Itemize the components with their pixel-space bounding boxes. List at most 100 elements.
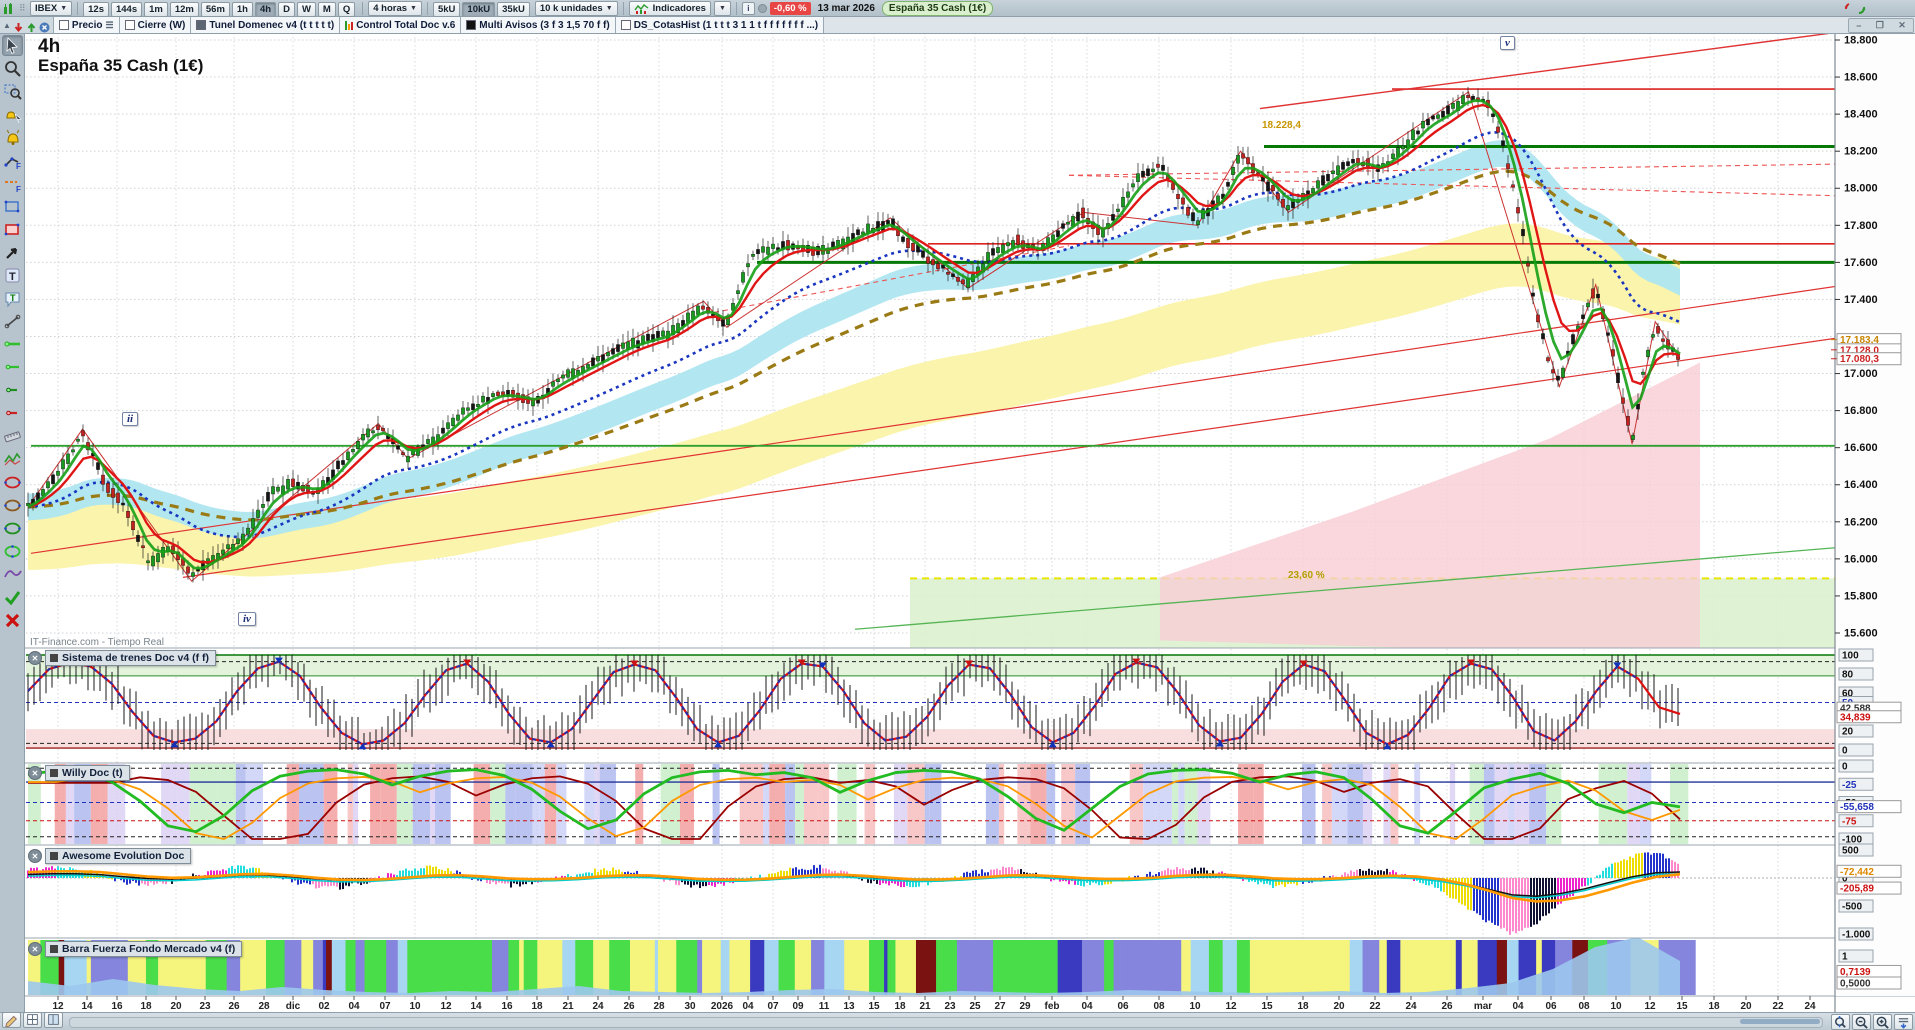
draw-icon[interactable] — [2, 1011, 21, 1028]
arrow-icon[interactable] — [2, 242, 23, 263]
panel-close-icon[interactable]: ✕ — [28, 942, 42, 956]
wave-label-ii[interactable]: ii — [122, 412, 139, 426]
indicators-button[interactable]: Indicadores — [628, 0, 711, 16]
unit-button-35kU[interactable]: 35kU — [497, 2, 530, 17]
unit-button-10kU[interactable]: 10kU — [462, 2, 496, 17]
svg-text:100: 100 — [1842, 651, 1859, 662]
alert-bell-icon[interactable] — [2, 127, 23, 148]
refresh-icon[interactable] — [1843, 1, 1869, 21]
tabs-list: Precio ☰ Cierre (W) Tunel Domenec v4 (t t t… — [53, 17, 825, 33]
indicator-icon — [634, 3, 649, 14]
close-all-icon[interactable] — [39, 20, 50, 32]
layout-icon[interactable] — [44, 1011, 63, 1028]
zoom-icon[interactable] — [2, 58, 23, 79]
timeframe-button-D[interactable]: D — [278, 2, 295, 17]
timeframe-button-12m[interactable]: 12m — [169, 2, 199, 17]
timeframe-button-56m[interactable]: 56m — [200, 2, 230, 17]
units-dropdown[interactable]: 10 k unidades ▼ — [534, 0, 618, 16]
hline-green-icon[interactable] — [2, 357, 23, 378]
horizontal-scrollbar[interactable] — [69, 1016, 1823, 1028]
svg-text:17.400: 17.400 — [1844, 294, 1878, 306]
scrollbar-thumb[interactable] — [1740, 1018, 1820, 1024]
indicator-tab-3[interactable]: Control Total Doc v.6 — [340, 17, 462, 33]
panel-close-icon[interactable]: ✕ — [28, 849, 42, 863]
check-icon[interactable] — [2, 587, 23, 608]
hline-green-long-icon[interactable] — [2, 334, 23, 355]
ellipse-green-icon[interactable] — [2, 518, 23, 539]
trend-alert-icon[interactable]: F — [2, 150, 23, 171]
indicators-caret-button[interactable]: ▼ — [713, 0, 731, 16]
tab-checkbox[interactable] — [196, 20, 207, 30]
arrow-down-icon[interactable] — [13, 20, 24, 32]
toolbar-grip[interactable]: ⠿ — [19, 3, 26, 13]
level-alert-icon[interactable]: F — [2, 173, 23, 194]
hline-green-short-icon[interactable] — [2, 380, 23, 401]
note-icon[interactable]: T — [2, 288, 23, 309]
panel-title[interactable]: Barra Fuerza Fondo Mercado v4 (f) — [45, 941, 243, 957]
cursor-icon[interactable] — [1, 35, 23, 56]
instrument-dropdown[interactable]: IBEX ▼ — [30, 0, 73, 16]
zone-blue-icon[interactable] — [2, 196, 23, 217]
panel-title[interactable]: Willy Doc (t) — [45, 765, 130, 781]
grid-icon[interactable] — [23, 1011, 42, 1028]
indicator-icon[interactable] — [2, 449, 23, 470]
zoom-in-icon[interactable] — [1873, 1014, 1892, 1030]
panel-title[interactable]: Sistema de trenes Doc v4 (f f) — [45, 650, 217, 666]
collapse-icon[interactable] — [1894, 1014, 1913, 1030]
timeframe-button-4h[interactable]: 4h — [254, 2, 277, 17]
arrow-up-icon[interactable] — [26, 20, 37, 32]
zoom-out-icon[interactable] — [1852, 1014, 1871, 1030]
list-icon[interactable]: ☰ — [105, 19, 114, 30]
bottom-bar — [0, 1011, 1915, 1030]
tabs-controls: ▲ — [0, 17, 54, 33]
wave-tool-icon[interactable] — [2, 564, 23, 585]
wave-label-iv[interactable]: iv — [238, 612, 256, 626]
timeframe-dropdown[interactable]: 4 horas ▼ — [368, 0, 422, 16]
zoom-fit-icon[interactable] — [1831, 1014, 1850, 1030]
close-button[interactable]: ✕ — [1898, 20, 1906, 30]
indicator-tab-2[interactable]: Tunel Domenec v4 (t t t t t) — [191, 17, 341, 33]
ellipse-brown-icon[interactable] — [2, 495, 23, 516]
hline-red-icon[interactable] — [2, 403, 23, 424]
tab-checkbox[interactable] — [466, 20, 477, 30]
alert-pointer-icon[interactable] — [2, 104, 23, 125]
indicator-tab-4[interactable]: Multi Avisos (3 f 3 1,5 70 f f) — [461, 17, 616, 33]
ellipse-red-icon[interactable] — [2, 472, 23, 493]
zone-red-icon[interactable] — [2, 219, 23, 240]
restore-button[interactable]: ❐ — [1875, 20, 1884, 30]
timeframe-button-1h[interactable]: 1h — [231, 2, 253, 17]
unit-button-5kU[interactable]: 5kU — [432, 2, 461, 17]
timeframe-button-W[interactable]: W — [296, 2, 316, 17]
panel-close-icon[interactable]: ✕ — [28, 651, 42, 665]
delete-icon[interactable] — [2, 610, 23, 631]
minimize-button[interactable]: − — [1856, 20, 1862, 31]
svg-text:16: 16 — [111, 1001, 123, 1012]
instrument-pill[interactable]: España 35 Cash (1€) — [881, 0, 994, 16]
ellipse-green2-icon[interactable] — [2, 541, 23, 562]
timeframe-button-12s[interactable]: 12s — [83, 2, 109, 17]
ruler-icon[interactable] — [2, 426, 23, 447]
text-icon[interactable]: T — [2, 265, 23, 286]
timeframe-button-1m[interactable]: 1m — [144, 2, 168, 17]
svg-text:0: 0 — [1842, 762, 1848, 773]
timeframe-button-M[interactable]: M — [317, 2, 336, 17]
indicator-tab-0[interactable]: Precio ☰ — [53, 17, 120, 33]
timeframe-button-144s[interactable]: 144s — [110, 2, 143, 17]
bottom-right-icons — [1829, 1014, 1913, 1030]
tab-checkbox[interactable] — [620, 20, 631, 30]
panel-title[interactable]: Awesome Evolution Doc — [45, 848, 192, 864]
panel-close-icon[interactable]: ✕ — [28, 766, 42, 780]
wave-label-v[interactable]: v — [1500, 36, 1515, 50]
zoom-area-icon[interactable] — [2, 81, 23, 102]
panel-header: ✕ Barra Fuerza Fondo Mercado v4 (f) — [28, 941, 243, 957]
tab-checkbox[interactable] — [58, 20, 69, 30]
svg-text:24: 24 — [592, 1001, 604, 1012]
indicator-tab-5[interactable]: DS_CotasHist (1 t t t 3 1 1 t f f f f f … — [615, 17, 825, 33]
info-icon[interactable]: i — [741, 1, 755, 15]
timeframe-button-Q[interactable]: Q — [337, 2, 356, 17]
segment-icon[interactable] — [2, 311, 23, 332]
indicator-tab-1[interactable]: Cierre (W) — [119, 17, 192, 33]
collapse-chevron[interactable]: ▲ — [3, 20, 11, 30]
tab-checkbox[interactable] — [124, 20, 135, 30]
